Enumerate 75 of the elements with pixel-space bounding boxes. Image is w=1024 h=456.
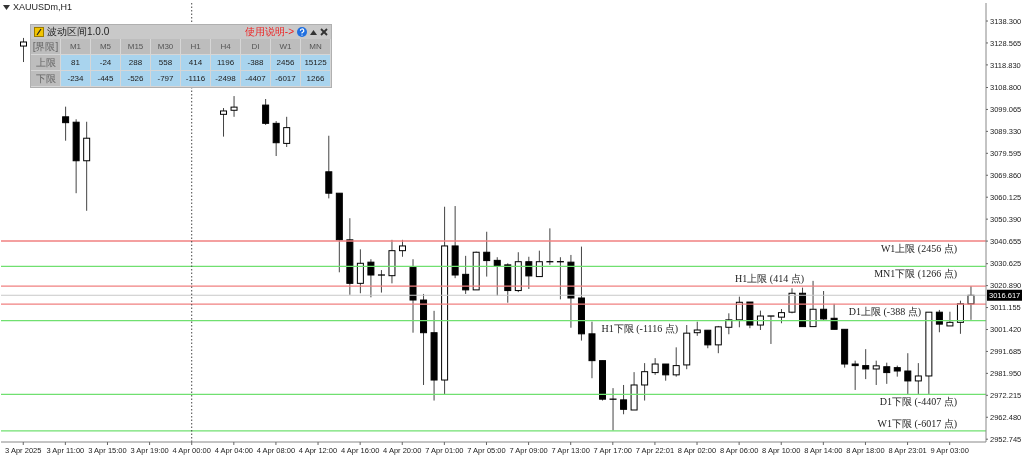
candlestick bbox=[367, 258, 375, 298]
category-label: M5 bbox=[99, 42, 112, 51]
candlestick bbox=[356, 248, 364, 294]
data-label: -445 bbox=[91, 71, 121, 87]
candlestick bbox=[904, 352, 912, 395]
candlestick bbox=[914, 362, 922, 395]
category-label: W1 bbox=[279, 42, 292, 51]
category-label: M1 bbox=[69, 42, 82, 51]
data-label: 288 bbox=[121, 55, 151, 71]
candlestick bbox=[620, 384, 628, 415]
data-label: 1196 bbox=[211, 55, 241, 71]
candlestick bbox=[862, 348, 870, 380]
candlestick bbox=[483, 231, 491, 278]
candlestick bbox=[946, 311, 954, 327]
chart-title: XAUUSDm,H1 bbox=[13, 2, 73, 13]
candlestick bbox=[809, 280, 817, 328]
candlestick bbox=[830, 303, 838, 330]
candlestick bbox=[283, 116, 291, 148]
data-label: 81 bbox=[61, 55, 91, 71]
data-label: -797 bbox=[151, 71, 181, 87]
ref-line-label: H1下限 (-1116 点) bbox=[601, 322, 679, 335]
data-label: -388 bbox=[241, 55, 271, 71]
text: 波动区间1.0.0 bbox=[47, 26, 110, 38]
ref-line-label: W1下限 (-6017 点) bbox=[877, 417, 958, 430]
ref-line-label: D1下限 (-4407 点) bbox=[879, 396, 958, 409]
candlestick bbox=[704, 329, 712, 349]
candlestick bbox=[641, 362, 649, 402]
category-label: M30 bbox=[157, 42, 174, 51]
candlestick bbox=[230, 95, 238, 118]
candlestick bbox=[462, 255, 470, 295]
candlestick bbox=[325, 135, 333, 199]
candlestick bbox=[272, 120, 280, 157]
ref-line-label: W1上限 (2456 点) bbox=[880, 242, 958, 255]
candlestick bbox=[377, 269, 386, 294]
data-label: -234 bbox=[61, 71, 91, 87]
data-label: -2498 bbox=[211, 71, 241, 87]
annotation: 使用说明-> bbox=[244, 26, 294, 38]
candlestick bbox=[725, 312, 733, 335]
ref-line-label: MN1下限 (1266 点) bbox=[874, 268, 958, 281]
data-label: 558 bbox=[151, 55, 181, 71]
candlestick bbox=[672, 346, 680, 378]
data-label: 15125 bbox=[301, 55, 331, 71]
data-label: -526 bbox=[121, 71, 151, 87]
data-label: 414 bbox=[181, 55, 211, 71]
data-label: -24 bbox=[91, 55, 121, 71]
candlestick bbox=[872, 360, 880, 386]
candlestick bbox=[535, 250, 543, 278]
category-label: MN bbox=[309, 42, 322, 51]
candlestick bbox=[262, 98, 270, 126]
data-label: -4407 bbox=[241, 71, 271, 87]
candlestick bbox=[20, 37, 27, 63]
candlestick bbox=[525, 256, 533, 290]
candlestick bbox=[62, 106, 70, 142]
candlestick bbox=[714, 325, 722, 354]
candlestick bbox=[493, 256, 501, 297]
series-label: 上限 bbox=[35, 55, 56, 70]
candlestick bbox=[220, 107, 228, 138]
candlestick bbox=[883, 362, 891, 385]
ref-line-label: H1上限 (414 点) bbox=[735, 273, 805, 286]
category-label: H1 bbox=[190, 42, 201, 51]
candlestick bbox=[766, 315, 776, 345]
data-label: -1116 bbox=[181, 71, 211, 87]
category-label: DI bbox=[251, 42, 260, 51]
ref-line-label: D1上限 (-388 点) bbox=[848, 306, 922, 319]
category-label: M15 bbox=[127, 42, 144, 51]
data-label: -6017 bbox=[271, 71, 301, 87]
candlestick bbox=[820, 290, 828, 321]
candlestick bbox=[83, 121, 91, 212]
candlestick bbox=[935, 309, 943, 333]
candlestick bbox=[851, 360, 859, 391]
series-label: 下限 bbox=[35, 71, 56, 86]
data-label: 2456 bbox=[271, 55, 301, 71]
text: [界限] bbox=[32, 39, 59, 54]
data-label: 1266 bbox=[301, 71, 331, 87]
category-label: H4 bbox=[220, 42, 231, 51]
